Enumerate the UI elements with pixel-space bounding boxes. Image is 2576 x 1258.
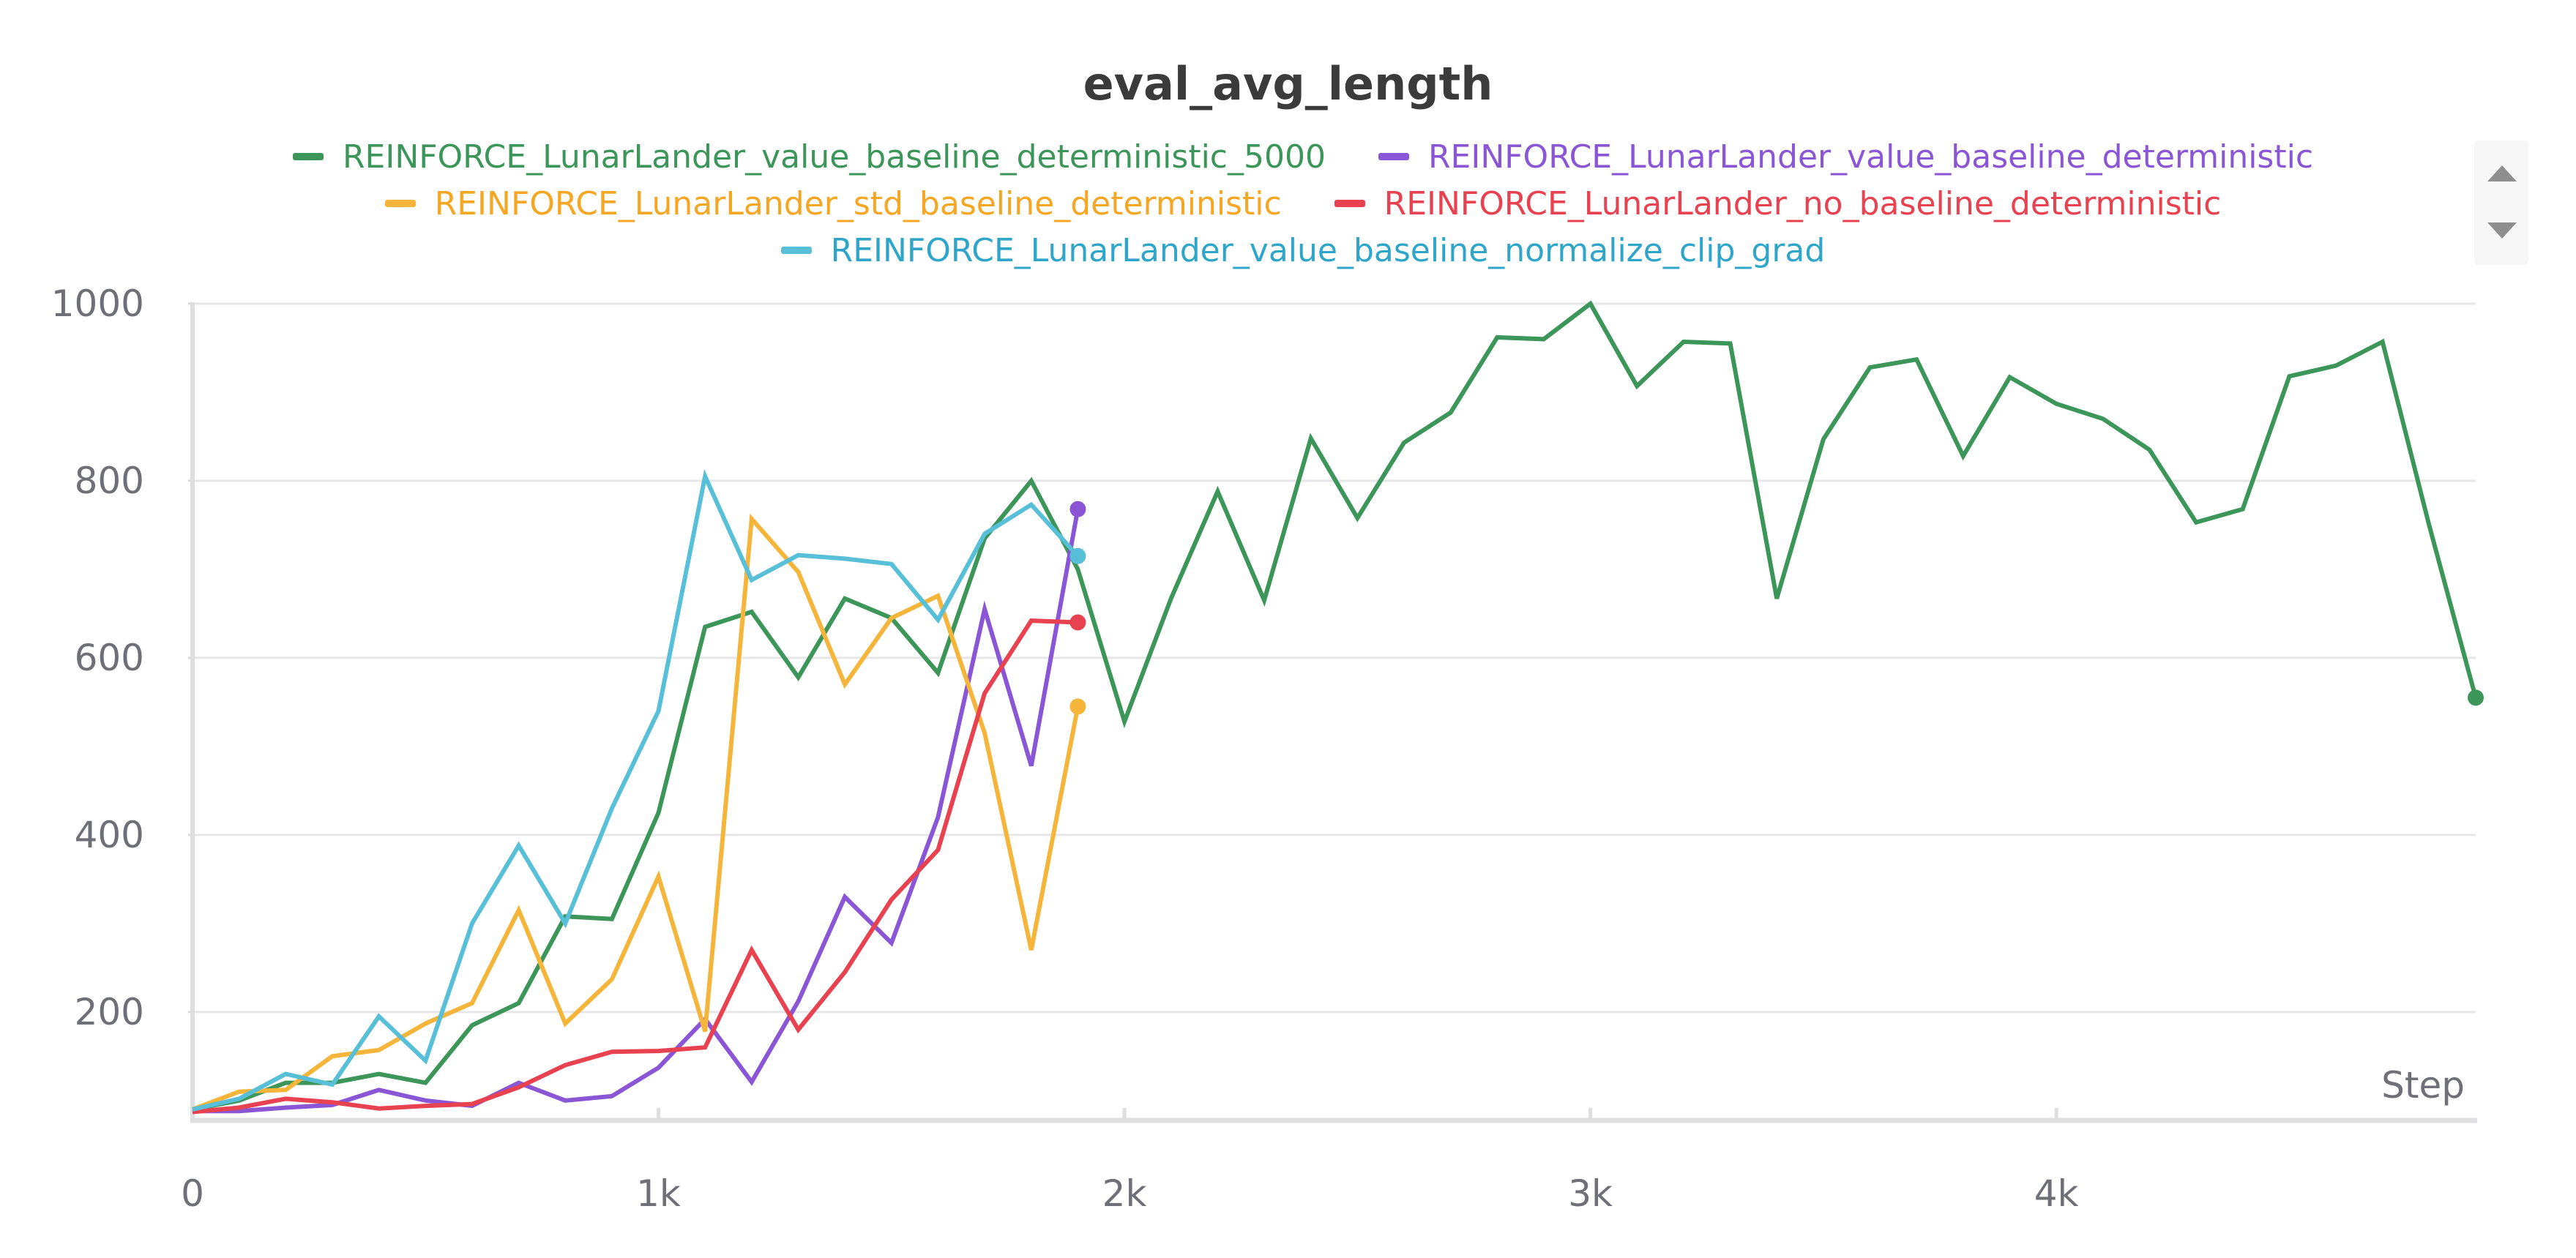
legend-item-value-baseline[interactable]: REINFORCE_LunarLander_value_baseline_det… — [1378, 138, 2313, 176]
series-end-point[interactable] — [2468, 689, 2484, 706]
chart-title: eval_avg_length — [1083, 57, 1493, 111]
legend-swatch-icon — [1334, 200, 1365, 207]
legend-row: REINFORCE_LunarLander_std_baseline_deter… — [146, 180, 2460, 227]
x-tick-label: 1k — [636, 1172, 681, 1215]
legend-row: REINFORCE_LunarLander_value_baseline_det… — [146, 133, 2460, 180]
series-end-point[interactable] — [1069, 698, 1086, 715]
series-end-point[interactable] — [1069, 614, 1086, 631]
y-tick-label: 600 — [75, 637, 144, 679]
series-end-point[interactable] — [1069, 547, 1086, 564]
x-tick-label: 0 — [181, 1172, 204, 1215]
legend-label: REINFORCE_LunarLander_value_baseline_nor… — [830, 231, 1826, 269]
series-end-point[interactable] — [1069, 501, 1086, 517]
legend-scroll-controls — [2474, 141, 2528, 265]
legend-item-std-baseline[interactable]: REINFORCE_LunarLander_std_baseline_deter… — [384, 184, 1282, 222]
series-group — [192, 469, 1086, 1112]
series-layer — [191, 300, 2484, 1115]
x-tick-label: 4k — [2034, 1172, 2079, 1215]
legend-swatch-icon — [384, 200, 416, 207]
x-axis-label: Step — [2381, 1064, 2465, 1107]
series-line[interactable] — [191, 513, 1080, 1112]
x-tick-label: 2k — [1102, 1172, 1147, 1215]
grid-layer — [193, 302, 2476, 1014]
series-group — [192, 300, 2484, 1112]
legend-item-normalize-clip-grad[interactable]: REINFORCE_LunarLander_value_baseline_nor… — [780, 231, 1826, 269]
axis-layer — [188, 302, 2477, 1123]
legend-label: REINFORCE_LunarLander_no_baseline_determ… — [1384, 184, 2222, 222]
x-tick-label: 3k — [1568, 1172, 1613, 1215]
legend-swatch-icon — [292, 153, 324, 160]
label-layer: 200 400 600 800 1000 0 1k 2k 3k 4k Step — [51, 282, 2465, 1215]
series-group — [191, 513, 1086, 1112]
series-line[interactable] — [192, 469, 1080, 1112]
y-tick-label: 800 — [75, 460, 144, 502]
series-line[interactable] — [193, 509, 1080, 1114]
series-line[interactable] — [192, 618, 1078, 1115]
y-tick-label: 200 — [75, 991, 144, 1033]
scroll-up-icon[interactable] — [2487, 165, 2517, 181]
legend-label: REINFORCE_LunarLander_std_baseline_deter… — [434, 184, 1282, 222]
legend: REINFORCE_LunarLander_value_baseline_det… — [146, 133, 2460, 274]
legend-item-value-baseline-5000[interactable]: REINFORCE_LunarLander_value_baseline_det… — [292, 138, 1326, 176]
series-group — [192, 614, 1086, 1115]
y-tick-label: 400 — [75, 814, 144, 856]
legend-swatch-icon — [780, 247, 812, 254]
legend-item-no-baseline[interactable]: REINFORCE_LunarLander_no_baseline_determ… — [1334, 184, 2222, 222]
legend-row: REINFORCE_LunarLander_value_baseline_nor… — [146, 227, 2460, 274]
legend-swatch-icon — [1378, 153, 1409, 160]
legend-label: REINFORCE_LunarLander_value_baseline_det… — [342, 138, 1326, 176]
series-line[interactable] — [192, 300, 2478, 1112]
legend-label: REINFORCE_LunarLander_value_baseline_det… — [1427, 138, 2314, 176]
y-tick-label: 1000 — [51, 282, 144, 325]
scroll-down-icon[interactable] — [2487, 222, 2517, 239]
